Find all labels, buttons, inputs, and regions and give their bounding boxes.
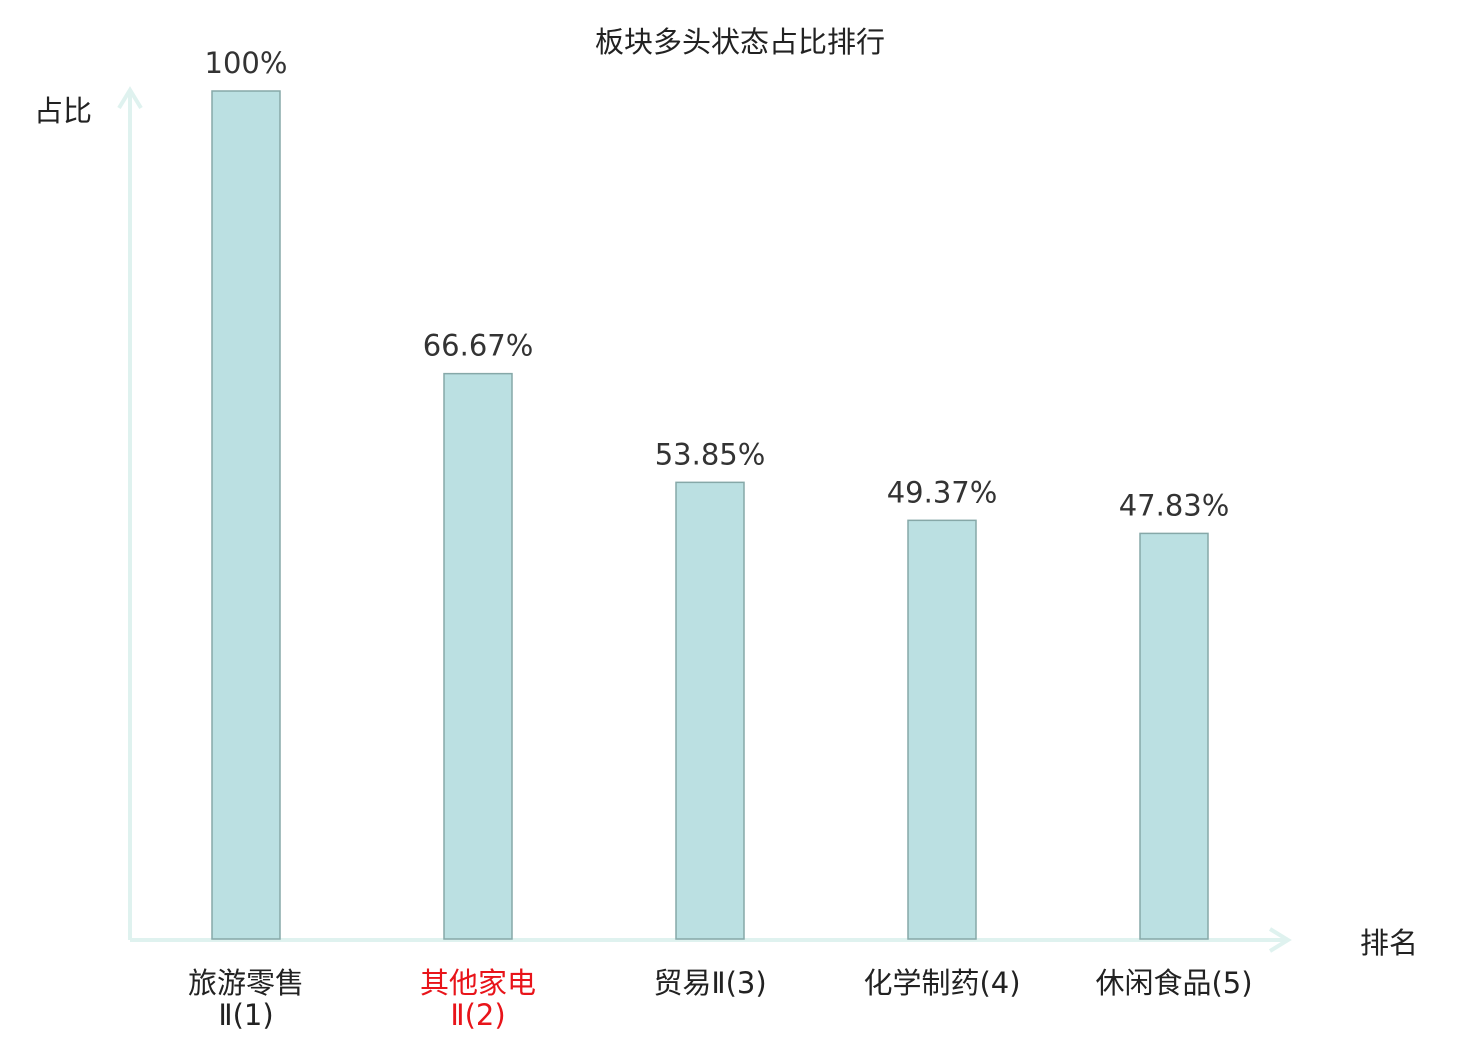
bar xyxy=(1139,532,1209,940)
category-label: 其他家电 Ⅱ(2) xyxy=(420,966,536,1032)
bar xyxy=(211,90,281,940)
x-axis-arrow-icon xyxy=(1268,927,1292,953)
bar-series xyxy=(211,90,1209,940)
bar-value-label: 100% xyxy=(205,46,288,80)
bar-value-label: 66.67% xyxy=(423,329,534,363)
bar xyxy=(907,519,977,940)
axes xyxy=(117,86,1292,953)
y-axis-label: 占比 xyxy=(34,94,92,128)
bar xyxy=(443,372,513,940)
bar-value-label: 53.85% xyxy=(655,437,766,471)
bar xyxy=(675,481,745,940)
chart-title: 板块多头状态占比排行 xyxy=(595,25,885,59)
category-label: 化学制药(4) xyxy=(863,966,1020,1000)
category-label: 休闲食品(5) xyxy=(1095,966,1252,1000)
category-label: 旅游零售 Ⅱ(1) xyxy=(188,966,304,1032)
bar-value-label: 47.83% xyxy=(1119,488,1230,522)
y-axis-arrow-icon xyxy=(117,86,143,110)
x-axis-label: 排名 xyxy=(1360,926,1418,960)
category-label: 贸易Ⅱ(3) xyxy=(653,966,766,1000)
category-labels: 旅游零售 Ⅱ(1) 其他家电 Ⅱ(2) 贸易Ⅱ(3) 化学制药(4) 休闲食品(5) xyxy=(188,966,1253,1032)
bar-value-label: 49.37% xyxy=(887,475,998,509)
value-labels: 100% 66.67% 53.85% 49.37% 47.83% xyxy=(205,46,1230,522)
